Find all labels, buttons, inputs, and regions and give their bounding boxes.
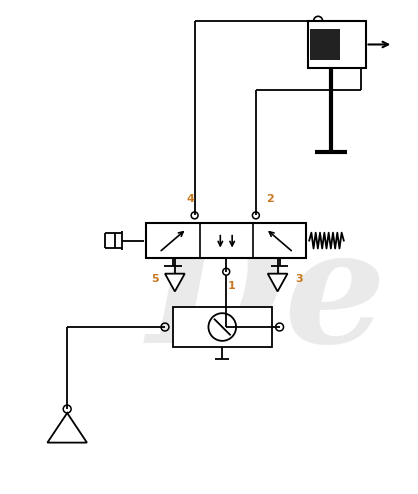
Text: 3: 3 <box>296 274 303 284</box>
Bar <box>173 307 272 347</box>
Polygon shape <box>165 274 185 291</box>
Text: 5: 5 <box>151 274 159 284</box>
Polygon shape <box>47 413 87 443</box>
Text: 1: 1 <box>227 281 235 290</box>
Bar <box>308 21 365 68</box>
Text: De: De <box>147 222 387 376</box>
Bar <box>146 223 306 258</box>
Bar <box>310 29 340 60</box>
Text: 2: 2 <box>266 194 273 204</box>
Polygon shape <box>268 274 288 291</box>
Text: 4: 4 <box>187 194 195 204</box>
